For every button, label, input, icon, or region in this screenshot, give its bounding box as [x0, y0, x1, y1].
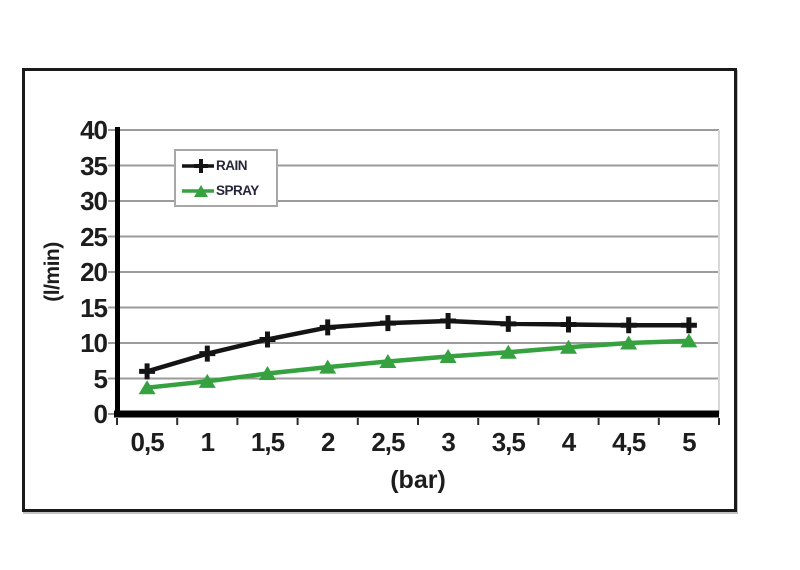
x-tick-label: 3	[441, 427, 455, 457]
legend: RAIN SPRAY	[174, 149, 278, 207]
x-tick-label: 3,5	[491, 427, 526, 457]
x-tick-label: 4,5	[612, 427, 646, 457]
x-tick-label: 4	[561, 427, 576, 457]
y-tick-label: 35	[80, 150, 108, 181]
y-tick-label: 5	[93, 363, 108, 394]
y-axis-tick-labels: 0 5 10 15 20 25 30 35 40	[57, 116, 111, 428]
legend-item-spray: SPRAY	[181, 180, 276, 202]
x-tick-label: 0,5	[130, 427, 165, 457]
plot-area	[108, 127, 720, 425]
y-tick-label: 20	[80, 257, 108, 287]
x-tick-label: 2,5	[371, 427, 405, 457]
y-tick-label: 15	[80, 292, 108, 323]
x-tick-label: 1,5	[250, 427, 285, 457]
legend-triangle-marker-icon	[182, 184, 214, 197]
x-tick-label: 5	[682, 427, 696, 457]
x-tick-label: 2	[320, 427, 335, 457]
y-tick-label: 25	[80, 221, 108, 252]
y-tick-label: 10	[80, 328, 108, 358]
y-tick-label: 40	[80, 115, 108, 145]
y-tick-label: 0	[93, 399, 108, 429]
legend-label: SPRAY	[216, 183, 259, 198]
legend-label: RAIN	[216, 158, 248, 173]
x-axis-title: (bar)	[390, 466, 446, 494]
chart-frame: (l/min) 0 5 10 15 20 25 30 35 40 RAIN SPRAY 0,5 1 1…	[22, 68, 737, 512]
y-tick-label: 30	[80, 186, 108, 216]
legend-item-rain: RAIN	[181, 155, 276, 177]
x-axis-tick-labels: 0,5 1 1,5 2 2,5 3 3,5 4 4,5 5	[117, 427, 719, 457]
x-tick-label: 1	[200, 427, 215, 457]
legend-plus-marker-icon	[182, 158, 214, 173]
